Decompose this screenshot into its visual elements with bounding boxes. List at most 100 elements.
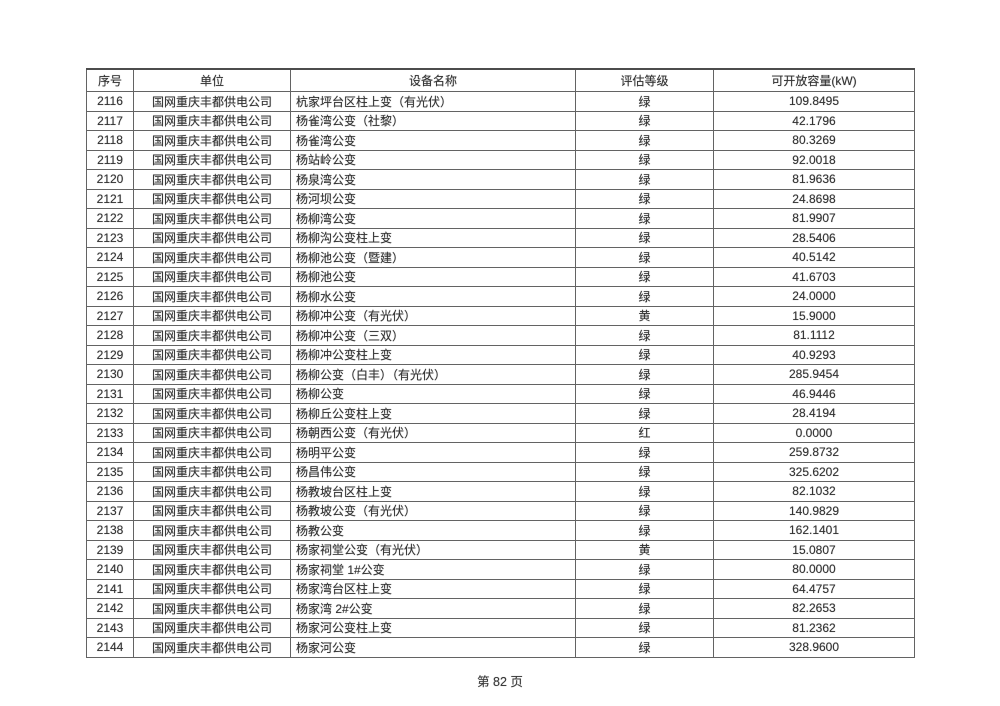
- capacity-cell: 15.0807: [713, 539, 915, 560]
- header-row: 序号 单位 设备名称 评估等级 可开放容量(kW): [86, 68, 915, 92]
- device-name-cell: 杨泉湾公变: [290, 169, 576, 190]
- serial-cell: 2142: [86, 598, 134, 619]
- serial-cell: 2135: [86, 461, 134, 482]
- device-name-cell: 杨站岭公变: [290, 149, 576, 170]
- table-row: 2121 国网重庆丰都供电公司 杨河坝公变绿 24.8698: [86, 188, 915, 209]
- grade-cell: 绿: [575, 149, 714, 170]
- grade-cell: 绿: [575, 578, 714, 599]
- capacity-cell: 328.9600: [713, 637, 915, 658]
- device-name-cell: 杭家坪台区柱上变（有光伏）: [290, 91, 576, 112]
- table-row: 2143 国网重庆丰都供电公司 杨家河公变柱上变绿 81.2362: [86, 617, 915, 638]
- grade-cell: 绿: [575, 227, 714, 248]
- table-row: 2135 国网重庆丰都供电公司 杨昌伟公变绿 325.6202: [86, 461, 915, 482]
- table-row: 2116 国网重庆丰都供电公司 杭家坪台区柱上变（有光伏）绿 109.8495: [86, 91, 915, 112]
- serial-cell: 2116: [86, 91, 134, 112]
- grade-cell: 绿: [575, 637, 714, 658]
- unit-cell: 国网重庆丰都供电公司: [133, 578, 291, 599]
- table-row: 2124 国网重庆丰都供电公司 杨柳池公变（暨建）绿 40.5142: [86, 247, 915, 268]
- capacity-cell: 0.0000: [713, 422, 915, 443]
- table-row: 2130 国网重庆丰都供电公司 杨柳公变（白丰）（有光伏）绿 285.9454: [86, 364, 915, 385]
- table-row: 2144 国网重庆丰都供电公司 杨家河公变绿 328.9600: [86, 637, 915, 658]
- unit-cell: 国网重庆丰都供电公司: [133, 344, 291, 365]
- unit-cell: 国网重庆丰都供电公司: [133, 305, 291, 326]
- capacity-cell: 82.1032: [713, 481, 915, 502]
- grade-cell: 绿: [575, 247, 714, 268]
- unit-cell: 国网重庆丰都供电公司: [133, 539, 291, 560]
- grade-cell: 绿: [575, 91, 714, 112]
- grade-cell: 绿: [575, 110, 714, 131]
- device-name-cell: 杨教公变: [290, 520, 576, 541]
- device-name-cell: 杨雀湾公变: [290, 130, 576, 151]
- device-name-cell: 杨河坝公变: [290, 188, 576, 209]
- device-name-cell: 杨家河公变柱上变: [290, 617, 576, 638]
- serial-cell: 2123: [86, 227, 134, 248]
- serial-cell: 2130: [86, 364, 134, 385]
- unit-cell: 国网重庆丰都供电公司: [133, 208, 291, 229]
- table-row: 2133 国网重庆丰都供电公司 杨朝西公变（有光伏）红 0.0000: [86, 422, 915, 443]
- grade-cell: 绿: [575, 461, 714, 482]
- capacity-cell: 28.5406: [713, 227, 915, 248]
- grade-cell: 绿: [575, 520, 714, 541]
- capacity-cell: 285.9454: [713, 364, 915, 385]
- capacity-table: 序号 单位 设备名称 评估等级 可开放容量(kW) 2116 国网重庆丰都供电公司…: [86, 68, 915, 658]
- serial-cell: 2136: [86, 481, 134, 502]
- unit-cell: 国网重庆丰都供电公司: [133, 422, 291, 443]
- device-name-cell: 杨柳冲公变柱上变: [290, 344, 576, 365]
- grade-cell: 绿: [575, 481, 714, 502]
- table-row: 2141 国网重庆丰都供电公司 杨家湾台区柱上变绿 64.4757: [86, 578, 915, 599]
- serial-cell: 2122: [86, 208, 134, 229]
- serial-cell: 2124: [86, 247, 134, 268]
- table-row: 2118 国网重庆丰都供电公司 杨雀湾公变绿 80.3269: [86, 130, 915, 151]
- capacity-cell: 42.1796: [713, 110, 915, 131]
- serial-cell: 2126: [86, 286, 134, 307]
- table-row: 2131 国网重庆丰都供电公司 杨柳公变绿 46.9446: [86, 383, 915, 404]
- serial-cell: 2132: [86, 403, 134, 424]
- grade-cell: 绿: [575, 169, 714, 190]
- table-row: 2126 国网重庆丰都供电公司 杨柳水公变绿 24.0000: [86, 286, 915, 307]
- grade-cell: 黄: [575, 539, 714, 560]
- grade-cell: 绿: [575, 344, 714, 365]
- serial-cell: 2117: [86, 110, 134, 131]
- capacity-cell: 140.9829: [713, 500, 915, 521]
- device-name-cell: 杨柳湾公变: [290, 208, 576, 229]
- unit-cell: 国网重庆丰都供电公司: [133, 637, 291, 658]
- capacity-cell: 40.5142: [713, 247, 915, 268]
- table-row: 2129 国网重庆丰都供电公司 杨柳冲公变柱上变绿 40.9293: [86, 344, 915, 365]
- device-name-cell: 杨柳公变: [290, 383, 576, 404]
- serial-cell: 2121: [86, 188, 134, 209]
- grade-cell: 绿: [575, 383, 714, 404]
- grade-cell: 红: [575, 422, 714, 443]
- column-header-capacity: 可开放容量(kW): [713, 68, 915, 92]
- capacity-cell: 325.6202: [713, 461, 915, 482]
- device-name-cell: 杨柳水公变: [290, 286, 576, 307]
- serial-cell: 2139: [86, 539, 134, 560]
- capacity-cell: 24.8698: [713, 188, 915, 209]
- device-name-cell: 杨家祠堂公变（有光伏）: [290, 539, 576, 560]
- serial-cell: 2127: [86, 305, 134, 326]
- table-row: 2128 国网重庆丰都供电公司 杨柳冲公变（三双）绿 81.1112: [86, 325, 915, 346]
- serial-cell: 2134: [86, 442, 134, 463]
- unit-cell: 国网重庆丰都供电公司: [133, 598, 291, 619]
- unit-cell: 国网重庆丰都供电公司: [133, 403, 291, 424]
- unit-cell: 国网重庆丰都供电公司: [133, 500, 291, 521]
- serial-cell: 2133: [86, 422, 134, 443]
- table-row: 2127 国网重庆丰都供电公司 杨柳冲公变（有光伏）黄 15.9000: [86, 305, 915, 326]
- capacity-cell: 109.8495: [713, 91, 915, 112]
- serial-cell: 2119: [86, 149, 134, 170]
- unit-cell: 国网重庆丰都供电公司: [133, 481, 291, 502]
- device-name-cell: 杨教坡公变（有光伏）: [290, 500, 576, 521]
- capacity-cell: 41.6703: [713, 266, 915, 287]
- serial-cell: 2141: [86, 578, 134, 599]
- column-header-serial: 序号: [86, 68, 134, 92]
- unit-cell: 国网重庆丰都供电公司: [133, 617, 291, 638]
- unit-cell: 国网重庆丰都供电公司: [133, 383, 291, 404]
- unit-cell: 国网重庆丰都供电公司: [133, 266, 291, 287]
- unit-cell: 国网重庆丰都供电公司: [133, 149, 291, 170]
- grade-cell: 绿: [575, 403, 714, 424]
- grade-cell: 绿: [575, 208, 714, 229]
- grade-cell: 绿: [575, 442, 714, 463]
- table-row: 2142 国网重庆丰都供电公司 杨家湾 2#公变绿 82.2653: [86, 598, 915, 619]
- serial-cell: 2140: [86, 559, 134, 580]
- table-row: 2119 国网重庆丰都供电公司 杨站岭公变绿 92.0018: [86, 149, 915, 170]
- unit-cell: 国网重庆丰都供电公司: [133, 442, 291, 463]
